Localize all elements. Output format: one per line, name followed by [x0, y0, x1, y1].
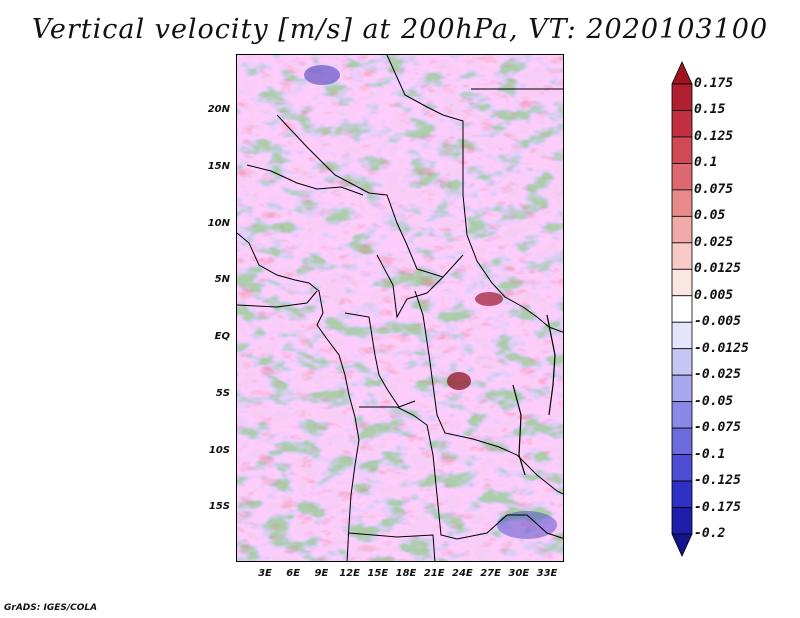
country-border [246, 164, 364, 196]
footer-credit: GrADS: IGES/COLA [4, 603, 98, 613]
country-border [359, 406, 563, 540]
colorbar-tick-label: -0.025 [694, 367, 741, 383]
colorbar-segment [671, 295, 693, 323]
lon-tick-label: 27E [480, 568, 501, 579]
colorbar-tick-label: -0.175 [694, 499, 741, 515]
colorbar-segment [671, 242, 693, 270]
lake-shore [546, 314, 556, 416]
lat-tick-label: 20N [207, 104, 230, 115]
lon-tick-label: 30E [508, 568, 530, 579]
country-border [344, 312, 416, 408]
colorbar-segment [671, 401, 693, 429]
lat-tick-label: 10S [208, 444, 230, 456]
lat-tick-label: 5N [214, 274, 230, 286]
colorbar-segment [671, 163, 693, 191]
colorbar-tick-label: 0.1 [694, 155, 718, 171]
colorbar-segment [671, 348, 693, 376]
colorbar-max-triangle [671, 61, 693, 85]
colorbar-min-triangle [671, 533, 693, 557]
strong-downdraft-cell [304, 65, 340, 85]
colorbar-segment [671, 110, 693, 138]
strong-updraft-cell [475, 292, 503, 306]
lat-tick-label: 10N [207, 217, 230, 229]
lon-tick-label: 6E [286, 568, 301, 579]
colorbar-segment [671, 507, 693, 535]
colorbar-tick-label: 0.15 [694, 102, 726, 118]
country-border [376, 254, 444, 319]
colorbar-tick-label: -0.125 [694, 473, 741, 489]
lon-tick-label: 33E [536, 568, 558, 579]
colorbar-tick-label: -0.1 [694, 446, 726, 462]
lat-tick-label: 15N [207, 160, 230, 172]
velocity-field-map [237, 55, 563, 561]
lon-tick-label: 18E [395, 568, 417, 579]
coastline [237, 232, 360, 561]
lon-tick-label: 15E [367, 568, 389, 579]
lon-tick-label: 3E [258, 568, 272, 579]
lon-tick-label: 21E [423, 568, 445, 579]
strong-updraft-cell [447, 372, 471, 390]
country-border [386, 55, 563, 333]
lake-shore [512, 384, 526, 476]
colorbar-segment [671, 427, 693, 455]
colorbar-tick-label: -0.05 [694, 393, 734, 409]
lon-tick-label: 9E [314, 568, 329, 579]
colorbar-segment [671, 136, 693, 164]
country-border [237, 290, 318, 308]
colorbar-segment [671, 189, 693, 217]
colorbar-tick-label: -0.0125 [694, 340, 749, 356]
page-title: Vertical velocity [m/s] at 200hPa, VT: 2… [31, 14, 769, 45]
colorbar-tick-label: -0.2 [694, 526, 726, 541]
velocity-field-updrafts [237, 55, 563, 561]
colorbar-tick-label: 0.05 [694, 208, 726, 224]
colorbar-segment [671, 215, 693, 244]
colorbar-segment [671, 480, 693, 508]
country-border [348, 532, 436, 561]
lon-tick-label: 24E [452, 568, 473, 579]
colorbar-segment [671, 374, 693, 403]
colorbar-segment [671, 454, 693, 482]
colorbar-segment [671, 268, 693, 297]
strong-downdraft-cell [497, 511, 557, 539]
colorbar-tick-label: -0.005 [694, 314, 741, 330]
colorbar-tick-label: 0.175 [694, 76, 734, 91]
colorbar-tick-label: 0.025 [694, 234, 734, 250]
colorbar-tick-label: -0.075 [694, 420, 741, 436]
lat-tick-label: 5S [215, 387, 230, 399]
lon-tick-label: 12E [339, 568, 360, 579]
colorbar-segment [671, 83, 693, 111]
colorbar-segment [671, 321, 693, 350]
colorbar-tick-label: 0.125 [694, 128, 734, 144]
country-border [414, 290, 563, 495]
colorbar [671, 61, 693, 557]
map-panel [236, 54, 564, 562]
colorbar-tick-label: 0.0125 [694, 261, 741, 277]
lat-tick-label: 15S [208, 501, 230, 513]
lat-tick-label: EQ [214, 331, 230, 342]
country-border [276, 114, 464, 278]
colorbar-tick-label: 0.005 [694, 287, 734, 303]
colorbar-tick-label: 0.075 [694, 181, 734, 197]
